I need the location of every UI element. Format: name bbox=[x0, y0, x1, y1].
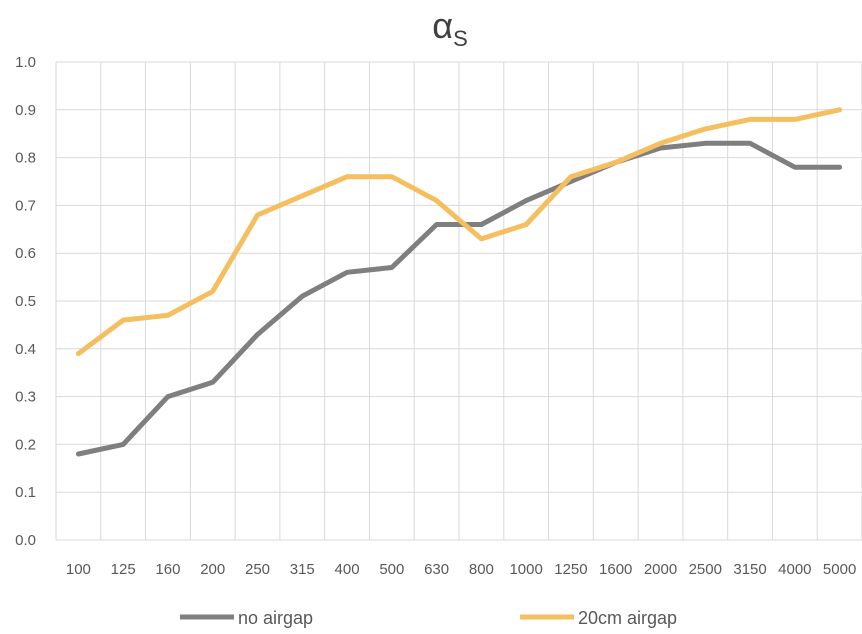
x-tick-label: 800 bbox=[469, 561, 494, 578]
y-tick-label: 0.9 bbox=[15, 102, 36, 119]
x-tick-label: 2000 bbox=[644, 561, 677, 578]
x-tick-label: 400 bbox=[335, 561, 360, 578]
x-tick-label: 1250 bbox=[554, 561, 587, 578]
gridlines bbox=[55, 61, 862, 541]
x-tick-label: 5000 bbox=[823, 561, 856, 578]
x-tick-label: 315 bbox=[290, 561, 315, 578]
x-tick-label: 200 bbox=[200, 561, 225, 578]
legend-label: no airgap bbox=[238, 608, 313, 628]
x-tick-label: 500 bbox=[379, 561, 404, 578]
x-tick-label: 630 bbox=[424, 561, 449, 578]
series-line-1 bbox=[75, 140, 843, 457]
x-tick-label: 160 bbox=[155, 561, 180, 578]
x-tick-label: 1000 bbox=[509, 561, 542, 578]
legend-item-1: no airgap bbox=[180, 608, 313, 628]
y-tick-label: 0.3 bbox=[15, 389, 36, 406]
series-line-2 bbox=[75, 107, 843, 357]
x-tick-label: 100 bbox=[66, 561, 91, 578]
y-tick-label: 0.1 bbox=[15, 484, 36, 501]
x-tick-label: 4000 bbox=[778, 561, 811, 578]
y-tick-label: 0.7 bbox=[15, 197, 36, 214]
chart-title-main: α bbox=[432, 5, 453, 46]
y-tick-label: 0.6 bbox=[15, 245, 36, 262]
chart-title: αS bbox=[432, 5, 468, 51]
x-tick-label: 250 bbox=[245, 561, 270, 578]
legend: no airgap 20cm airgap bbox=[180, 608, 677, 628]
y-tick-label: 0.8 bbox=[15, 150, 36, 167]
y-tick-label: 1.0 bbox=[15, 54, 36, 71]
legend-label: 20cm airgap bbox=[578, 608, 677, 628]
x-tick-label: 125 bbox=[111, 561, 136, 578]
series-lines bbox=[75, 107, 843, 457]
y-tick-label: 0.5 bbox=[15, 293, 36, 310]
y-tick-label: 0.0 bbox=[15, 532, 36, 549]
y-tick-label: 0.2 bbox=[15, 436, 36, 453]
x-tick-label: 2500 bbox=[689, 561, 722, 578]
chart-title-sub: S bbox=[453, 26, 468, 51]
x-axis-ticks: 100 125 160 200 250 315 400 500 630 800 1000 1250 16… bbox=[66, 561, 856, 578]
y-tick-label: 0.4 bbox=[15, 341, 36, 358]
x-tick-label: 1600 bbox=[599, 561, 632, 578]
legend-item-2: 20cm airgap bbox=[520, 608, 677, 628]
y-axis-ticks: 0.0 0.1 0.2 0.3 0.4 0.5 0.6 0.7 0.8 0.9 1.0 bbox=[15, 54, 36, 549]
x-tick-label: 3150 bbox=[733, 561, 766, 578]
